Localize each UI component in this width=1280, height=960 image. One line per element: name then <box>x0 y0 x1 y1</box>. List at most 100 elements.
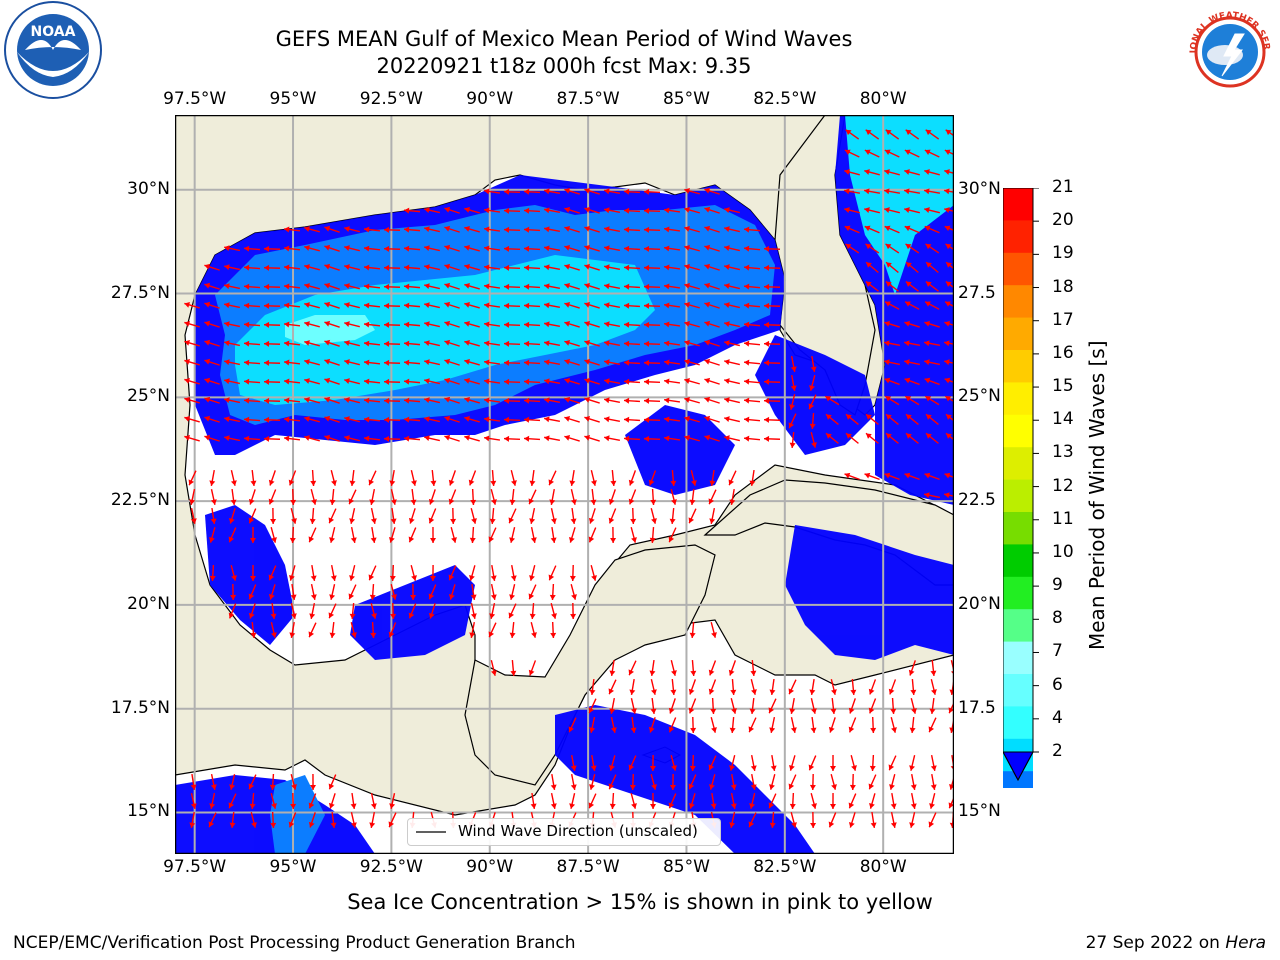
wind-arrow-head <box>524 340 530 347</box>
wind-arrow-head <box>604 226 610 233</box>
wind-arrow-head <box>664 302 670 309</box>
wind-arrow-head <box>351 632 357 638</box>
wind-arrow-head <box>424 226 430 233</box>
wind-arrow-head <box>924 377 931 384</box>
wind-arrow-head <box>728 669 735 676</box>
wind-arrow-head <box>664 359 670 366</box>
wind-arrow-head <box>504 378 510 385</box>
wind-arrow-head <box>484 340 490 347</box>
wave-field-high <box>235 255 655 405</box>
wind-arrow-head <box>868 783 875 790</box>
wind-arrow-head <box>268 498 275 505</box>
wind-arrow-head <box>344 359 350 365</box>
wind-arrow-head <box>564 282 571 289</box>
wind-arrow-head <box>484 207 490 214</box>
wind-arrow-head <box>544 283 550 290</box>
wind-arrow-head <box>444 377 451 384</box>
wind-arrow-head <box>424 416 430 423</box>
wind-arrow-head <box>544 359 550 366</box>
wind-arrow-head <box>865 129 872 136</box>
wind-arrow-head <box>348 498 355 505</box>
wind-arrow-head <box>244 245 250 252</box>
wind-arrow-head <box>584 263 591 270</box>
wind-arrow-head <box>484 435 490 442</box>
wind-arrow-head <box>724 378 730 385</box>
wind-arrow-head <box>264 397 270 404</box>
colorbar-segment <box>1003 252 1033 286</box>
wind-arrow-head <box>464 397 470 403</box>
wind-arrow-head <box>370 537 377 543</box>
wind-arrow-head <box>469 632 476 638</box>
wind-arrow-head <box>204 434 211 441</box>
wind-arrow-head <box>944 188 950 195</box>
wind-arrow-head <box>528 498 535 505</box>
wind-arrow-head <box>344 264 350 270</box>
wind-arrow-head <box>764 359 770 366</box>
wind-arrow-head <box>588 536 595 543</box>
wind-arrow-head <box>846 414 852 420</box>
wind-arrow-head <box>384 340 390 347</box>
wind-arrow-head <box>930 670 937 676</box>
chart-title: GEFS MEAN Gulf of Mexico Mean Period of … <box>275 27 853 51</box>
wind-arrow-head <box>610 480 617 486</box>
wind-arrow-head <box>349 518 356 524</box>
wind-arrow-head <box>228 517 235 524</box>
wind-arrow-head <box>528 669 535 676</box>
wind-arrow-head <box>664 226 670 233</box>
wind-arrow-head <box>888 764 895 771</box>
wind-arrow-head <box>269 784 276 790</box>
wind-arrow-head <box>688 517 695 524</box>
wind-arrow-head <box>384 264 390 271</box>
wind-arrow-head <box>588 517 595 524</box>
wind-arrow-head <box>204 282 211 289</box>
wind-arrow-head <box>884 320 891 327</box>
wind-arrow-head <box>304 416 310 422</box>
wind-arrow-head <box>244 302 250 309</box>
wind-arrow-head <box>370 632 377 638</box>
wind-arrow-head <box>825 396 832 402</box>
wind-arrow-head <box>828 821 835 828</box>
wind-arrow-head <box>664 283 670 290</box>
wind-arrow-head <box>251 822 257 828</box>
wind-arrow-head <box>271 537 277 543</box>
wind-arrow-head <box>764 264 770 271</box>
wind-arrow-head <box>644 207 650 214</box>
colorbar-tick-label: 7 <box>1052 641 1063 662</box>
wind-arrow-head <box>291 518 297 524</box>
wind-arrow-head <box>424 321 430 328</box>
wind-arrow-head <box>404 264 410 271</box>
wind-arrow-head <box>544 378 550 385</box>
wind-arrow-head <box>624 302 630 309</box>
wind-arrow-head <box>464 283 470 289</box>
wind-arrow-head <box>630 727 637 733</box>
wind-arrow-head <box>231 575 237 581</box>
x-tick-label-bottom: 82.5°W <box>753 857 817 877</box>
wind-arrow-head <box>731 708 737 714</box>
wind-arrow-head <box>568 726 575 733</box>
wind-arrow-head <box>650 803 657 809</box>
wind-arrow-head <box>905 433 912 439</box>
wind-arrow-head <box>885 396 892 402</box>
wind-arrow-head <box>788 688 795 695</box>
wind-arrow-head <box>704 434 711 441</box>
wind-arrow-head <box>564 415 571 422</box>
wind-arrow-head <box>864 207 870 213</box>
wind-arrow-head <box>224 397 230 404</box>
wind-arrow-head <box>749 803 755 809</box>
wind-arrow-head <box>729 727 736 733</box>
wind-arrow-head <box>924 188 930 195</box>
wind-arrow-head <box>689 765 696 771</box>
wind-arrow-head <box>564 301 571 308</box>
wind-arrow-head <box>471 518 477 524</box>
wind-arrow-head <box>584 187 591 194</box>
wind-arrow-head <box>504 302 510 309</box>
wind-arrow-head <box>584 320 591 327</box>
colorbar-segment <box>1003 479 1033 513</box>
wind-arrow-head <box>609 765 615 771</box>
wind-arrow-head <box>384 283 390 290</box>
wind-arrow-head <box>444 225 451 232</box>
x-tick-label-top: 87.5°W <box>556 89 620 109</box>
wind-arrow-head <box>324 434 331 441</box>
wind-arrow-head <box>644 359 650 366</box>
wind-arrow-head <box>448 498 455 505</box>
